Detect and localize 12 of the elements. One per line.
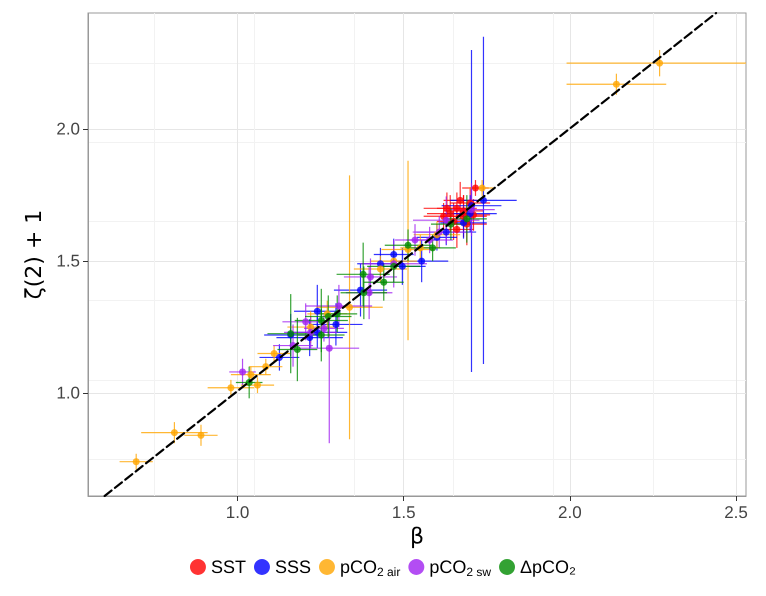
legend-label: SST [210,557,246,577]
x-tick-label: 2.0 [558,503,582,522]
y-tick-label: 2.0 [56,120,80,139]
legend-label: SSS [274,557,311,577]
y-axis-title: ζ(2) + 1 [22,210,47,300]
x-tick-label: 1.0 [226,503,250,522]
y-tick-label: 1.0 [56,384,80,403]
legend-label: ΔpCO₂ [520,557,576,577]
x-tick-label: 1.5 [392,503,416,522]
x-tick-label: 2.5 [724,503,748,522]
y-tick-label: 1.5 [56,252,80,271]
x-axis-title: β [410,524,424,550]
